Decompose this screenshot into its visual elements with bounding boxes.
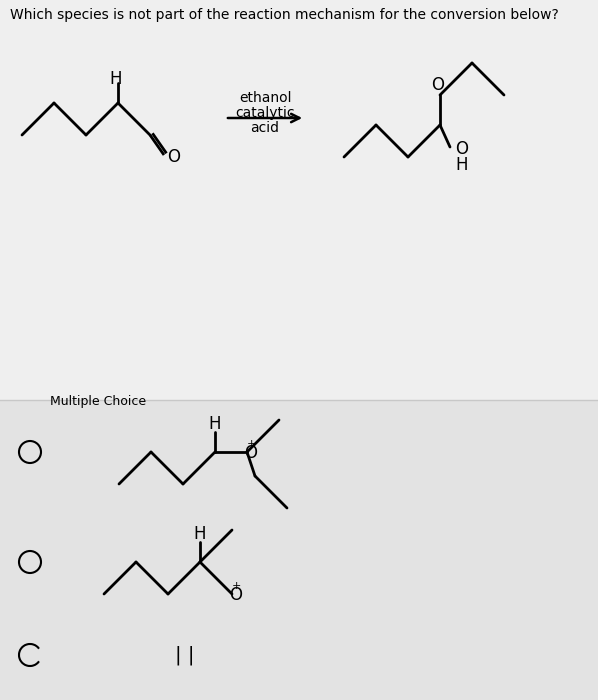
Text: H: H	[456, 156, 468, 174]
Text: | |: | |	[175, 645, 195, 665]
Bar	[0, 400, 598, 700]
Text: H: H	[110, 70, 122, 88]
Text: ethanol: ethanol	[239, 91, 291, 105]
Text: O: O	[230, 586, 243, 604]
Text: +: +	[246, 439, 256, 449]
Text: O: O	[456, 140, 468, 158]
Text: +: +	[231, 581, 240, 591]
Text: catalytic: catalytic	[235, 106, 295, 120]
Text: Which species is not part of the reaction mechanism for the conversion below?: Which species is not part of the reactio…	[10, 8, 559, 22]
Text: acid: acid	[251, 121, 279, 135]
Text: O: O	[432, 76, 444, 94]
Text: O: O	[245, 444, 258, 462]
Text: H: H	[209, 415, 221, 433]
Bar	[0, 0, 598, 400]
Text: Multiple Choice: Multiple Choice	[50, 395, 146, 408]
Text: H: H	[194, 525, 206, 543]
Text: O: O	[167, 148, 181, 166]
